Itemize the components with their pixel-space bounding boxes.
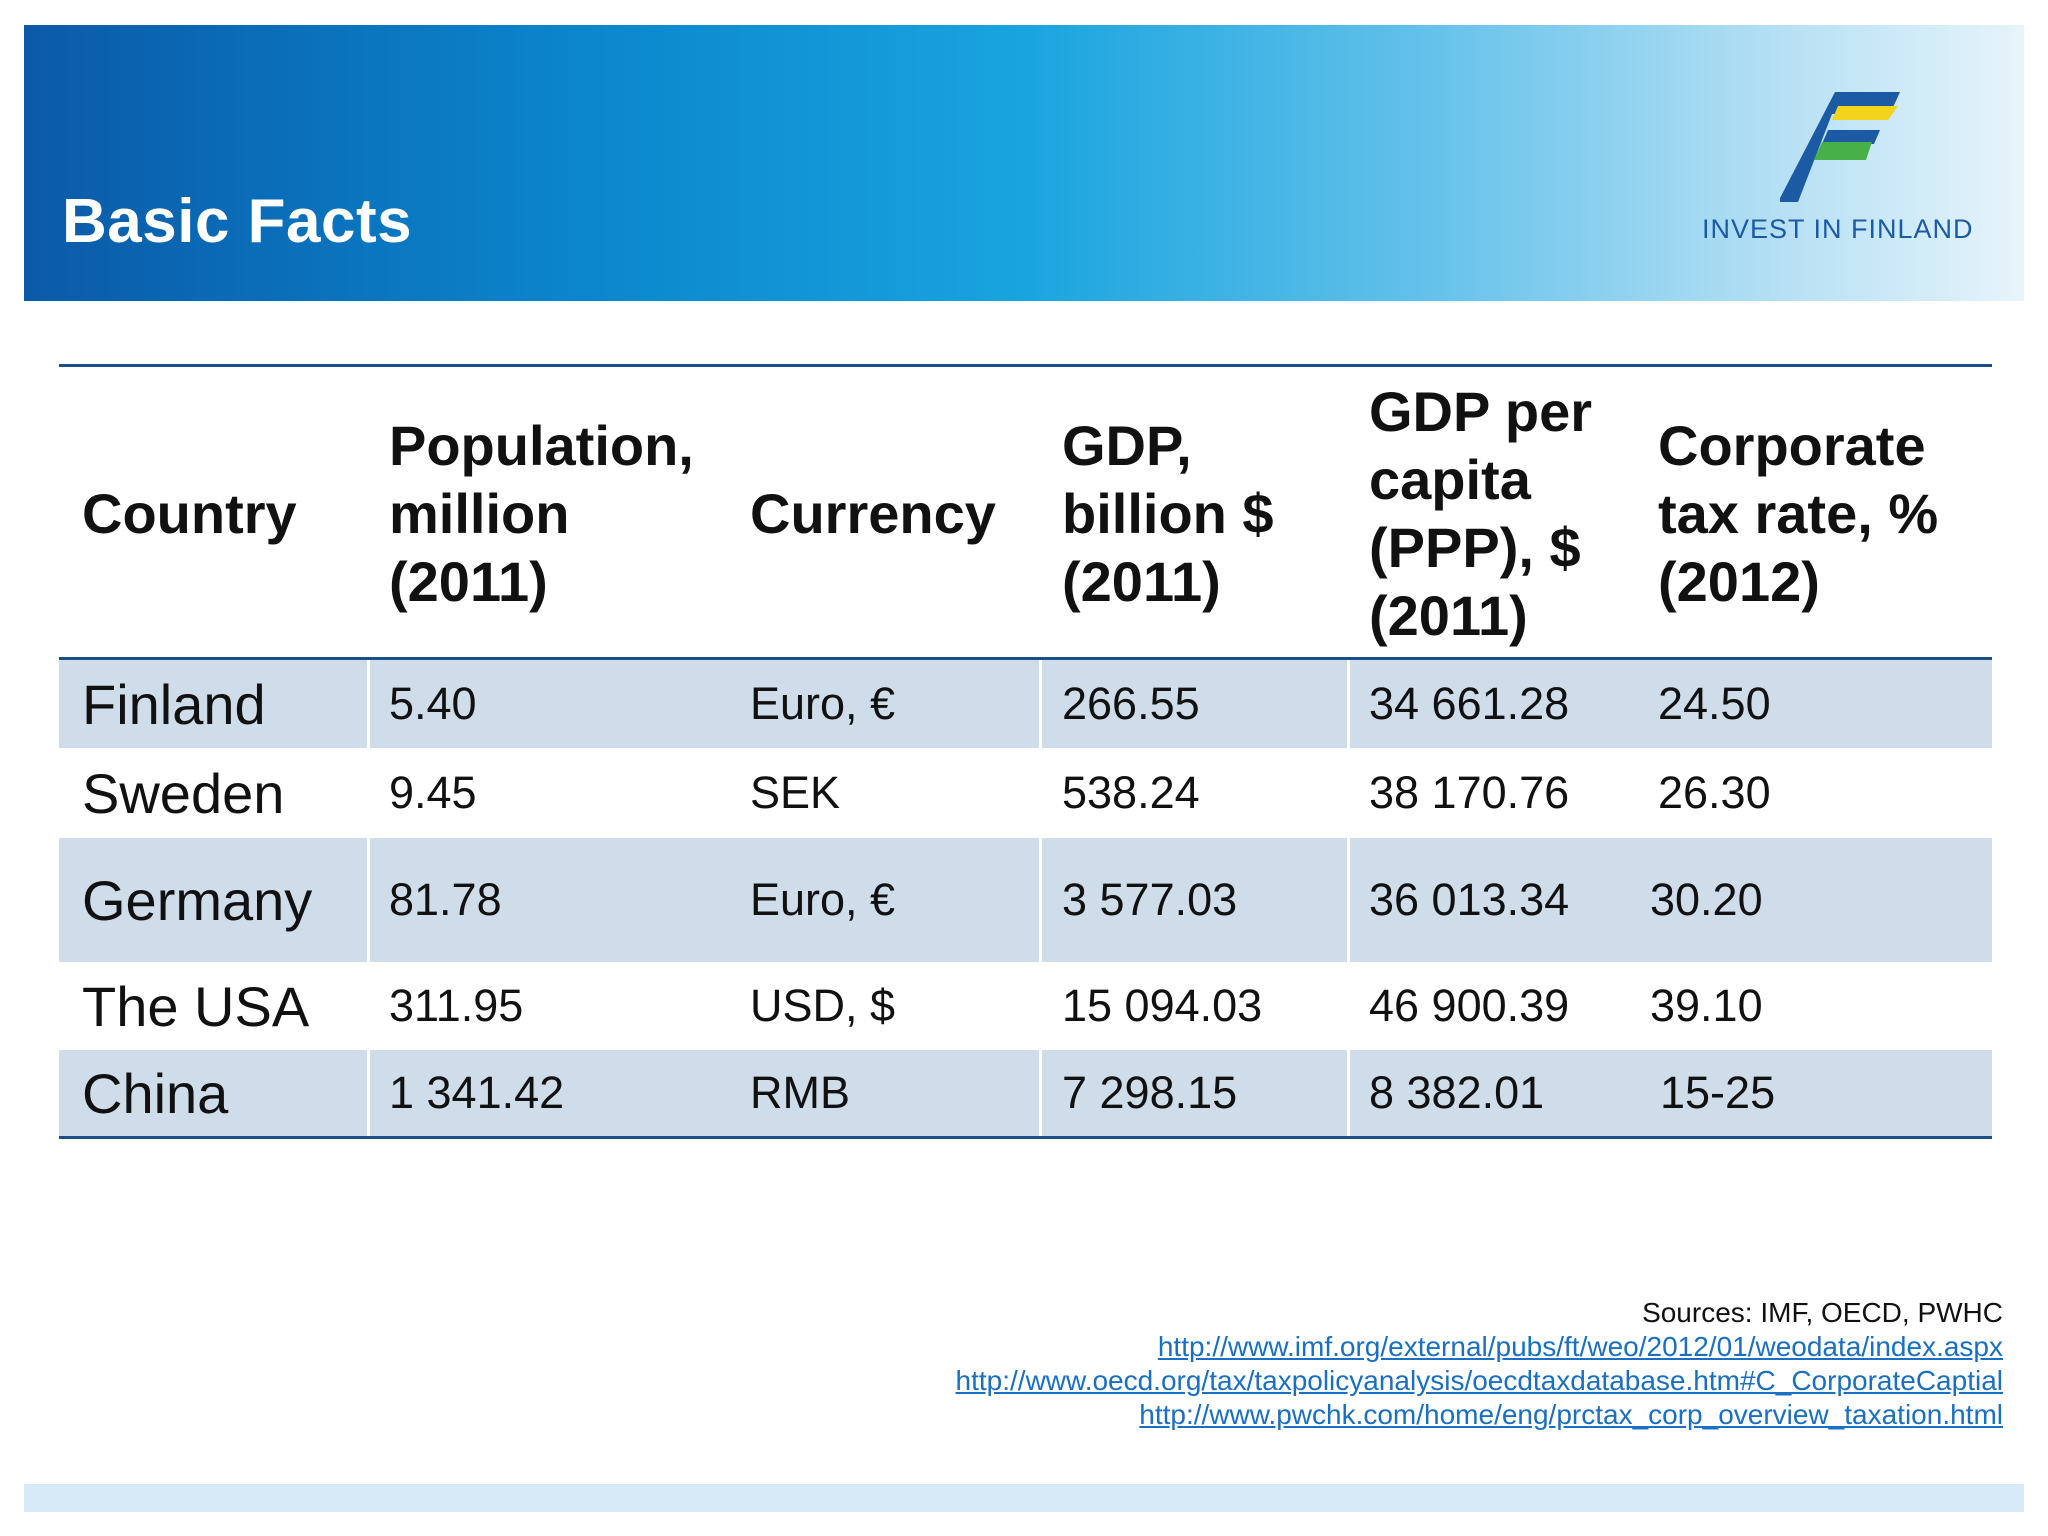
table-row: Finland 5.40 Euro, € 266.55 34 661.28 24… [59,660,1992,748]
sources-label: Sources: IMF, OECD, PWHC [1642,1297,2003,1328]
cell-country: China [82,1061,229,1125]
logo-text: INVEST IN FINLAND [1702,214,1974,244]
table-rule-top [59,364,1992,367]
cell-country: The USA [82,974,310,1038]
cell-gdp: 538.24 [1062,767,1200,818]
page-title: Basic Facts [62,187,413,256]
table-row: China 1 341.42 RMB 7 298.15 8 382.01 15-… [59,1050,1992,1136]
header-banner [24,25,2024,301]
header-country: Country [82,482,297,545]
logo-mark-icon [1780,92,1900,202]
invest-in-finland-logo: INVEST IN FINLAND [1700,92,2000,252]
header-corporate-tax: Corporate tax rate, % (2012) [1658,414,1939,613]
source-link-pwc[interactable]: http://www.pwchk.com/home/eng/prctax_cor… [1139,1399,2003,1430]
cell-country: Germany [82,868,313,932]
cell-country: Finland [82,672,266,736]
cell-gdp-per-capita: 34 661.28 [1369,678,1570,729]
cell-population: 5.40 [389,678,477,729]
source-link-imf[interactable]: http://www.imf.org/external/pubs/ft/weo/… [1157,1331,2003,1362]
cell-gdp: 7 298.15 [1062,1067,1238,1118]
cell-corporate-tax: 26.30 [1658,767,1771,818]
header-currency: Currency [750,482,996,545]
cell-gdp-per-capita: 8 382.01 [1369,1067,1545,1118]
cell-currency: Euro, € [750,874,896,925]
cell-gdp: 15 094.03 [1062,980,1263,1031]
cell-population: 311.95 [389,980,524,1031]
cell-currency: USD, $ [750,980,896,1031]
cell-population: 9.45 [389,767,477,818]
cell-gdp: 266.55 [1062,678,1200,729]
cell-population: 1 341.42 [389,1067,565,1118]
header-gdp-per-capita: GDP per capita (PPP), $ (2011) [1369,380,1593,647]
table-row: Sweden 9.45 SEK 538.24 38 170.76 26.30 [59,748,1992,838]
table-rule-bottom [59,1136,1992,1139]
footer-bar [24,1484,2024,1512]
cell-currency: SEK [750,767,841,818]
cell-corporate-tax: 30.20 [1650,874,1763,925]
header-gdp: GDP, billion $ (2011) [1062,414,1274,613]
cell-country: Sweden [82,761,285,825]
cell-gdp: 3 577.03 [1062,874,1238,925]
table-row: Germany 81.78 Euro, € 3 577.03 36 013.34… [59,838,1992,962]
sources-block: Sources: IMF, OECD, PWHC http://www.imf.… [956,1296,2003,1432]
header-population: Population, million (2011) [389,414,694,613]
cell-currency: RMB [750,1067,850,1118]
table-rule-header [59,657,1992,660]
cell-gdp-per-capita: 36 013.34 [1369,874,1570,925]
cell-currency: Euro, € [750,678,896,729]
table-row: The USA 311.95 USD, $ 15 094.03 46 900.3… [59,962,1992,1050]
cell-population: 81.78 [389,874,502,925]
cell-corporate-tax: 24.50 [1658,678,1771,729]
cell-corporate-tax: 39.10 [1650,980,1763,1031]
cell-gdp-per-capita: 46 900.39 [1369,980,1570,1031]
cell-corporate-tax: 15-25 [1660,1067,1776,1118]
source-link-oecd[interactable]: http://www.oecd.org/tax/taxpolicyanalysi… [955,1365,2003,1396]
cell-gdp-per-capita: 38 170.76 [1369,767,1570,818]
